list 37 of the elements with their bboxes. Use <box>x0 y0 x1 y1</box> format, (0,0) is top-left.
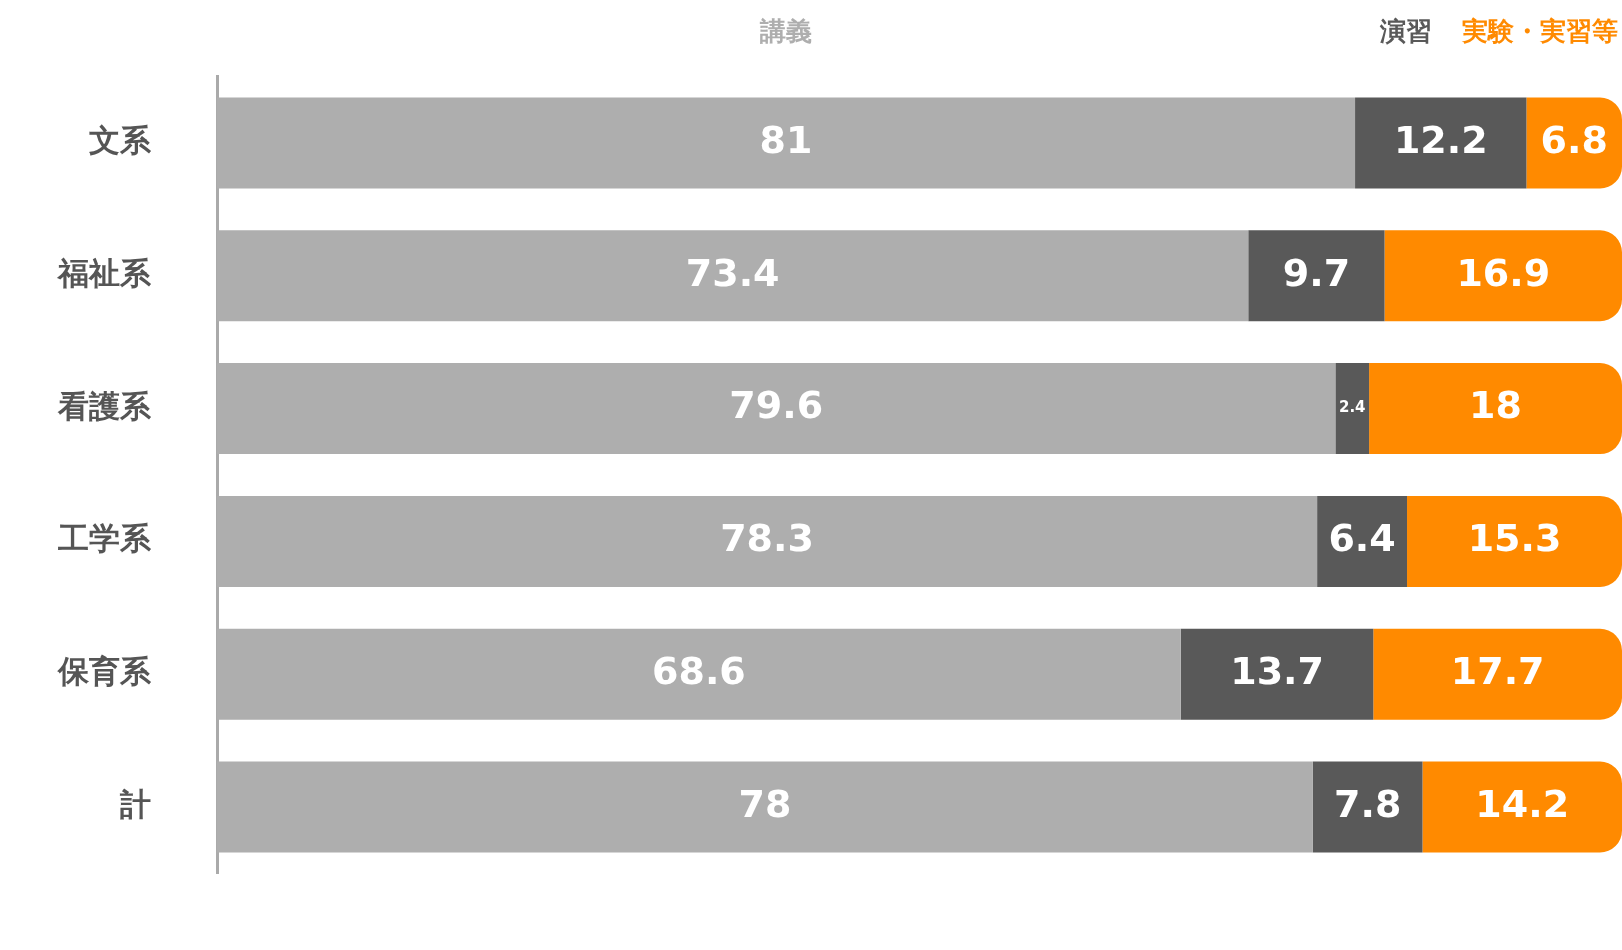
bar <box>1384 230 1622 322</box>
series-label: 演習 <box>1379 15 1432 46</box>
data-label: 9.7 <box>1282 250 1351 295</box>
data-label: 78.3 <box>720 516 814 561</box>
y-tick-label: 保育系 <box>57 653 152 690</box>
data-label: 13.7 <box>1230 649 1324 694</box>
bar <box>1335 363 1370 455</box>
y-tick-label: 計 <box>119 786 151 823</box>
y-tick-label: 看護系 <box>57 387 152 424</box>
text: 実験・実習等 <box>1461 15 1618 46</box>
bar <box>1407 495 1622 587</box>
series-label: 講義 <box>759 15 813 46</box>
y-tick-label: 福祉系 <box>56 254 152 291</box>
data-label: 16.9 <box>1456 250 1551 295</box>
data-label: 81 <box>759 117 813 162</box>
data-label: 12.2 <box>1393 117 1488 162</box>
data-label: 78 <box>738 781 792 826</box>
data-label: 2.4 <box>1338 398 1366 417</box>
bar <box>1248 230 1385 322</box>
data-label: 68.6 <box>652 649 746 694</box>
bar <box>1180 628 1374 720</box>
data-label: 15.3 <box>1467 516 1562 561</box>
bar <box>1355 97 1527 189</box>
data-label: 18 <box>1469 383 1522 428</box>
data-label: 6.4 <box>1328 516 1396 561</box>
bar <box>1312 761 1423 853</box>
data-label: 73.4 <box>685 250 780 295</box>
data-label: 17.7 <box>1450 649 1545 694</box>
bar <box>1422 761 1622 853</box>
data-label: 7.8 <box>1334 781 1402 826</box>
data-label: 6.8 <box>1540 117 1608 162</box>
y-tick-label: 工学系 <box>57 520 152 557</box>
data-label: 14.2 <box>1475 781 1570 826</box>
bar <box>1373 628 1622 720</box>
data-label: 79.6 <box>729 383 824 428</box>
y-tick-label: 文系 <box>89 122 152 159</box>
bar <box>1369 363 1622 455</box>
